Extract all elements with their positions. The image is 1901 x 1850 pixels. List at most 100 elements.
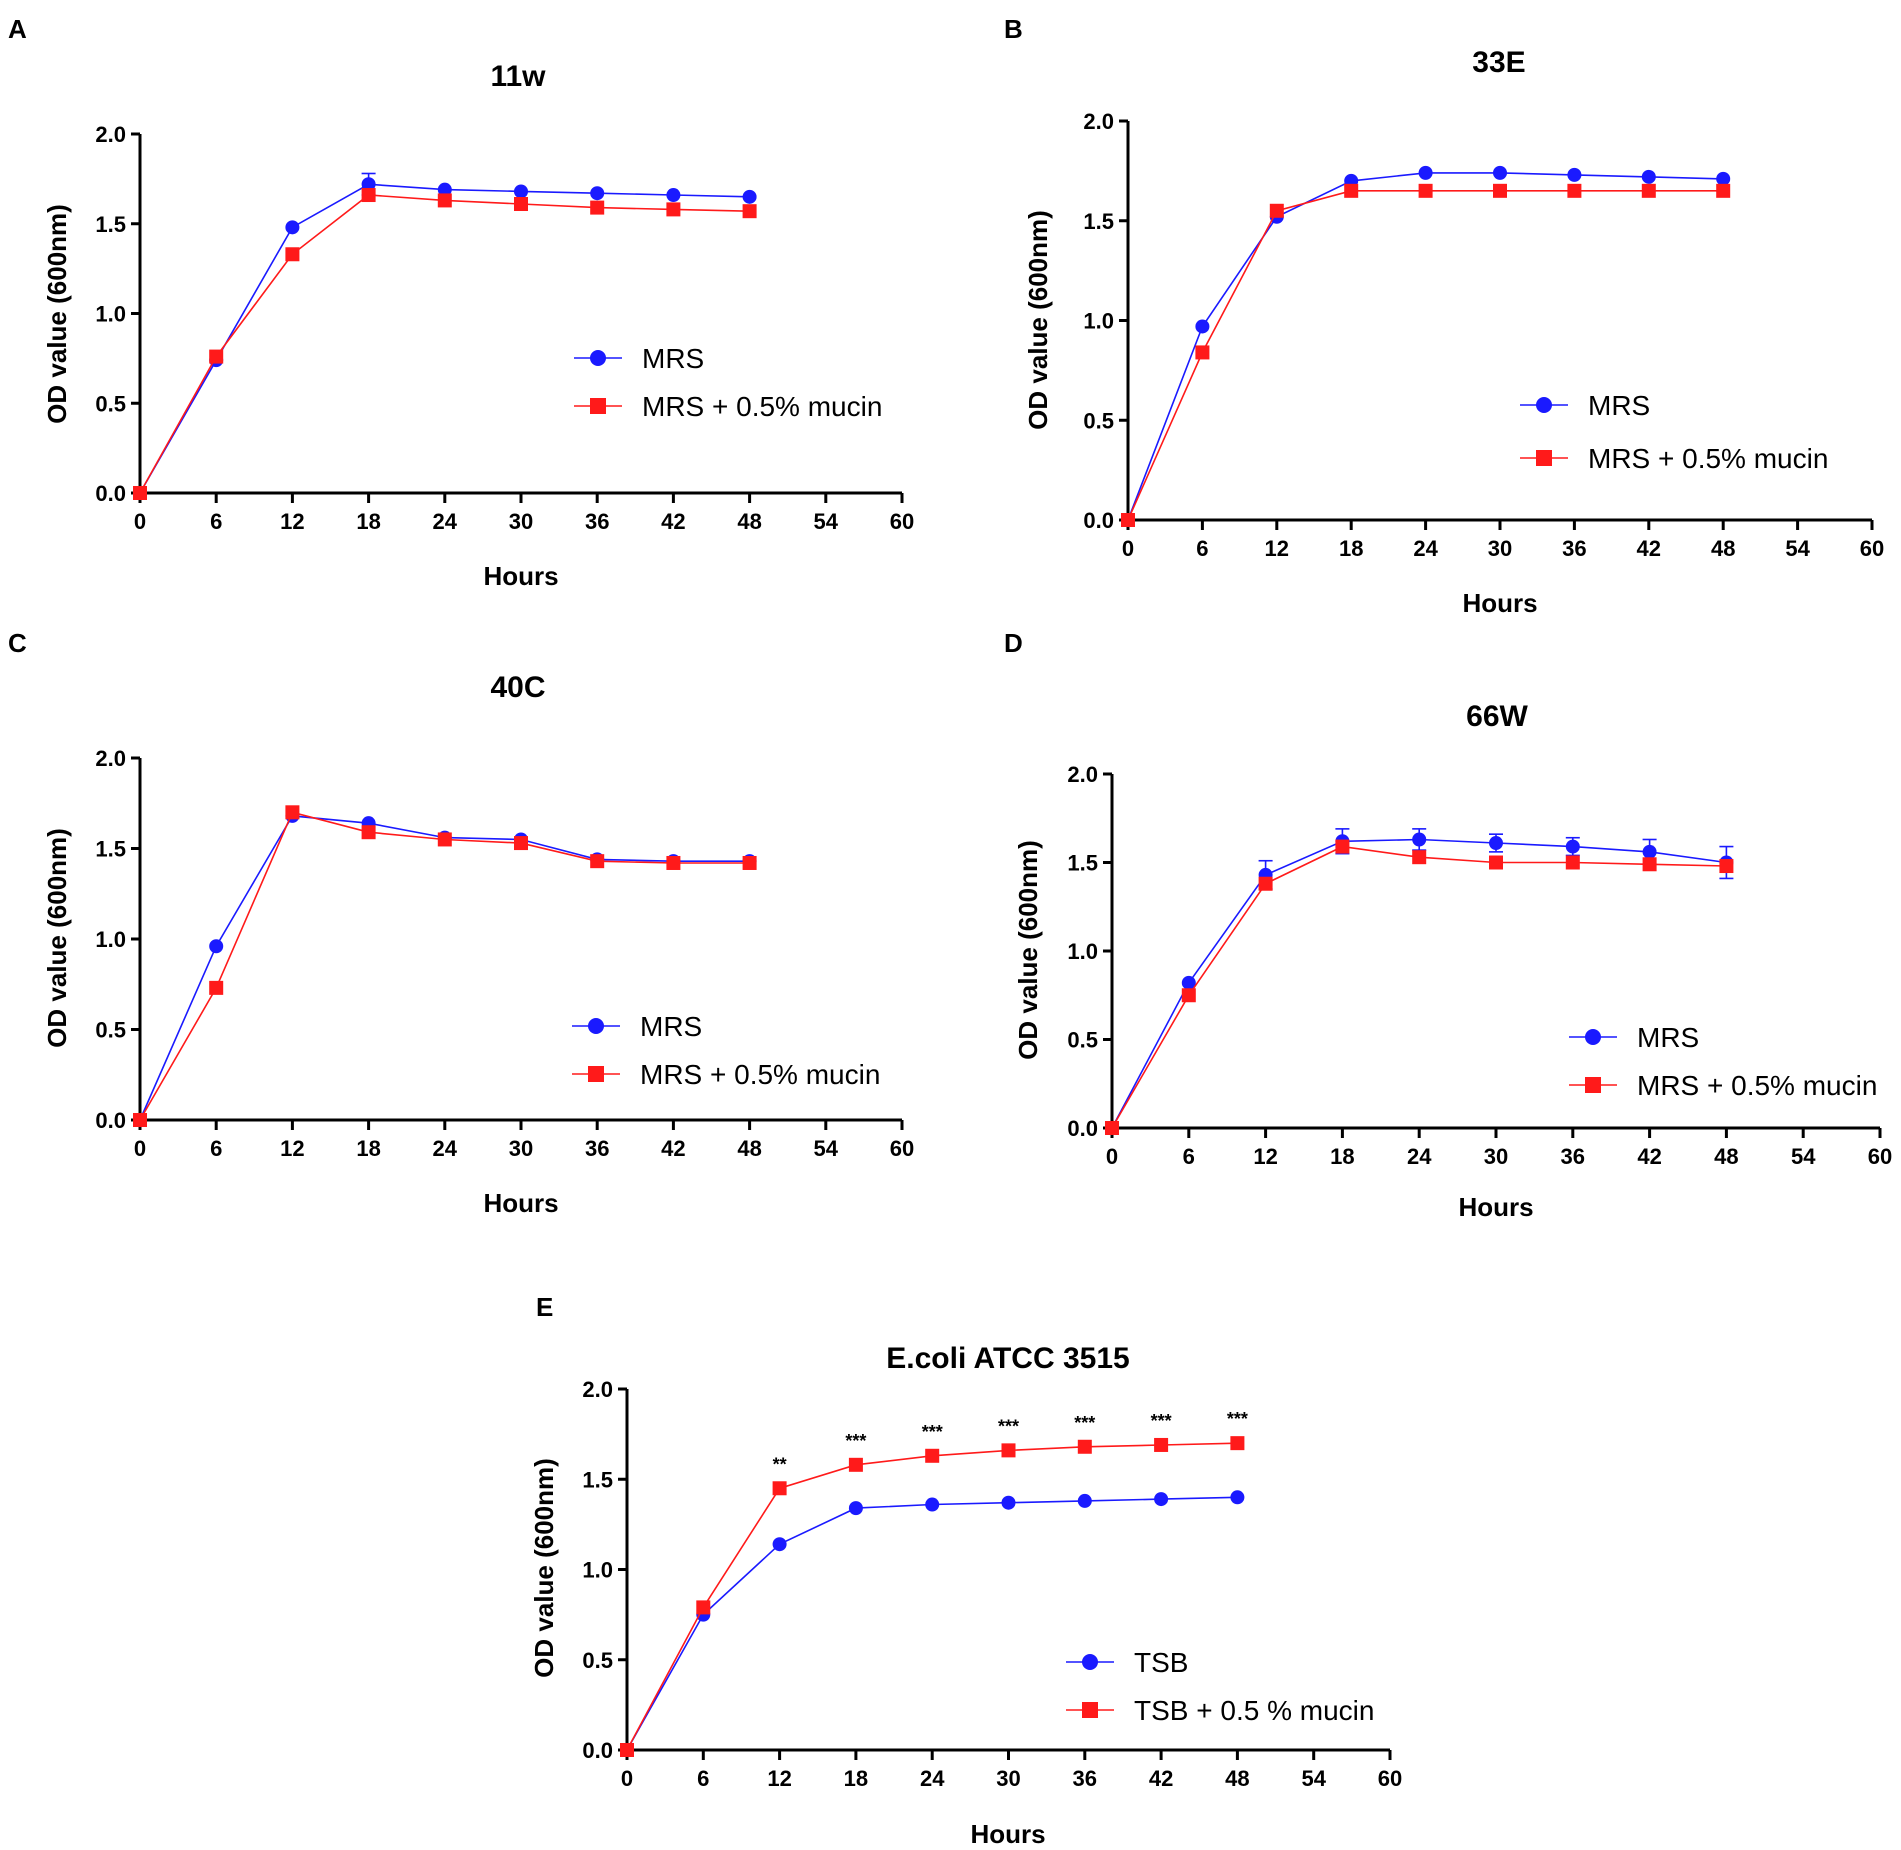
x-tick-label: 6: [210, 509, 222, 534]
data-point: [1418, 165, 1433, 180]
data-point: [514, 836, 528, 851]
x-tick-label: 42: [1637, 1144, 1661, 1169]
data-point: [209, 980, 224, 995]
data-point: [285, 220, 300, 235]
data-point: [133, 1113, 147, 1127]
x-axis-label: Hours: [483, 1188, 558, 1218]
legend-marker: [1585, 1077, 1601, 1093]
legend: MRS MRS + 0.5% mucin: [574, 343, 882, 422]
legend-label: MRS + 0.5% mucin: [1588, 443, 1828, 474]
data-point: [1489, 836, 1503, 851]
data-point: [1230, 1490, 1245, 1505]
y-tick-label: 2.0: [95, 746, 126, 771]
data-point: [1195, 319, 1210, 334]
series-mucin: [620, 1436, 1245, 1757]
y-tick-label: 1.5: [95, 837, 126, 862]
data-point: [742, 855, 757, 870]
data-point: [1230, 1436, 1245, 1451]
data-point: [1641, 169, 1656, 184]
data-point: [285, 805, 300, 820]
y-tick-label: 0.5: [1067, 1028, 1098, 1053]
x-tick-label: 6: [210, 1136, 222, 1161]
data-point: [1565, 855, 1580, 870]
data-point: [1719, 859, 1734, 874]
data-point: [209, 349, 224, 364]
data-point: [1154, 1492, 1169, 1507]
y-tick-label: 0.5: [95, 1018, 126, 1043]
y-tick-label: 1.0: [95, 927, 126, 952]
series-mucin: [1105, 839, 1734, 1135]
x-tick-label: 36: [1561, 1144, 1585, 1169]
legend: MRS MRS + 0.5% mucin: [572, 1011, 880, 1090]
panel-letter: C: [8, 628, 27, 658]
data-point: [848, 1457, 863, 1472]
y-tick-label: 2.0: [582, 1377, 613, 1402]
x-tick-label: 24: [433, 1136, 458, 1161]
x-axis-label: Hours: [483, 561, 558, 591]
data-point: [285, 247, 300, 262]
data-point: [1001, 1495, 1016, 1510]
y-tick-label: 2.0: [1083, 109, 1114, 134]
data-point: [925, 1497, 940, 1512]
data-point: [666, 188, 681, 203]
data-point: [437, 193, 452, 208]
data-point: [1154, 1437, 1169, 1452]
data-point: [925, 1448, 940, 1463]
legend: MRS MRS + 0.5% mucin: [1520, 390, 1828, 474]
x-tick-label: 42: [1149, 1766, 1173, 1791]
legend: TSB TSB + 0.5 % mucin: [1066, 1647, 1374, 1726]
x-tick-label: 42: [1637, 536, 1661, 561]
data-point: [1716, 183, 1731, 198]
y-tick-label: 1.5: [1067, 851, 1098, 876]
x-tick-label: 30: [1484, 1144, 1508, 1169]
legend-label: MRS: [1637, 1022, 1699, 1053]
y-tick-label: 1.0: [1083, 309, 1114, 334]
significance-label: ***: [1151, 1411, 1172, 1431]
data-point: [133, 486, 147, 500]
x-tick-label: 30: [1488, 536, 1512, 561]
data-point: [1258, 876, 1273, 891]
panel-letter: E: [536, 1292, 553, 1322]
legend-marker: [1082, 1654, 1098, 1670]
x-tick-label: 60: [1860, 536, 1884, 561]
data-point: [742, 189, 757, 204]
data-point: [361, 825, 376, 840]
y-tick-label: 2.0: [1067, 762, 1098, 787]
legend-label: MRS: [642, 343, 704, 374]
data-point: [590, 186, 605, 201]
y-tick-label: 1.0: [1067, 939, 1098, 964]
y-axis-label: OD value (600nm): [1023, 210, 1053, 430]
x-tick-label: 48: [1714, 1144, 1738, 1169]
y-tick-label: 0.5: [582, 1648, 613, 1673]
significance-label: **: [773, 1454, 787, 1474]
x-axis-label: Hours: [1462, 588, 1537, 618]
x-tick-label: 36: [1562, 536, 1586, 561]
x-axis-label: Hours: [970, 1819, 1045, 1849]
y-axis-label: OD value (600nm): [42, 204, 72, 424]
significance-label: ***: [1227, 1409, 1248, 1429]
data-point: [361, 188, 376, 203]
x-tick-label: 24: [1413, 536, 1438, 561]
series-line: [1111, 845, 1727, 1129]
x-axis-label: Hours: [1458, 1192, 1533, 1222]
x-tick-label: 60: [890, 1136, 914, 1161]
x-tick-label: 48: [737, 509, 761, 534]
data-point: [1269, 203, 1284, 218]
series-mucin: [133, 188, 757, 500]
legend-label: TSB + 0.5 % mucin: [1134, 1695, 1374, 1726]
data-point: [772, 1537, 787, 1552]
panel-letter: A: [8, 14, 27, 44]
data-point: [361, 177, 376, 192]
data-point: [1493, 165, 1507, 180]
legend-label: MRS: [640, 1011, 702, 1042]
panel-letter: D: [1004, 628, 1023, 658]
y-tick-label: 0.0: [95, 481, 126, 506]
data-point: [1642, 857, 1657, 872]
x-tick-label: 18: [356, 509, 380, 534]
x-tick-label: 24: [433, 509, 458, 534]
legend-label: MRS: [1588, 390, 1650, 421]
legend-marker: [588, 1066, 604, 1082]
x-tick-label: 6: [1196, 536, 1208, 561]
data-point: [1077, 1493, 1092, 1508]
x-tick-label: 48: [1225, 1766, 1249, 1791]
